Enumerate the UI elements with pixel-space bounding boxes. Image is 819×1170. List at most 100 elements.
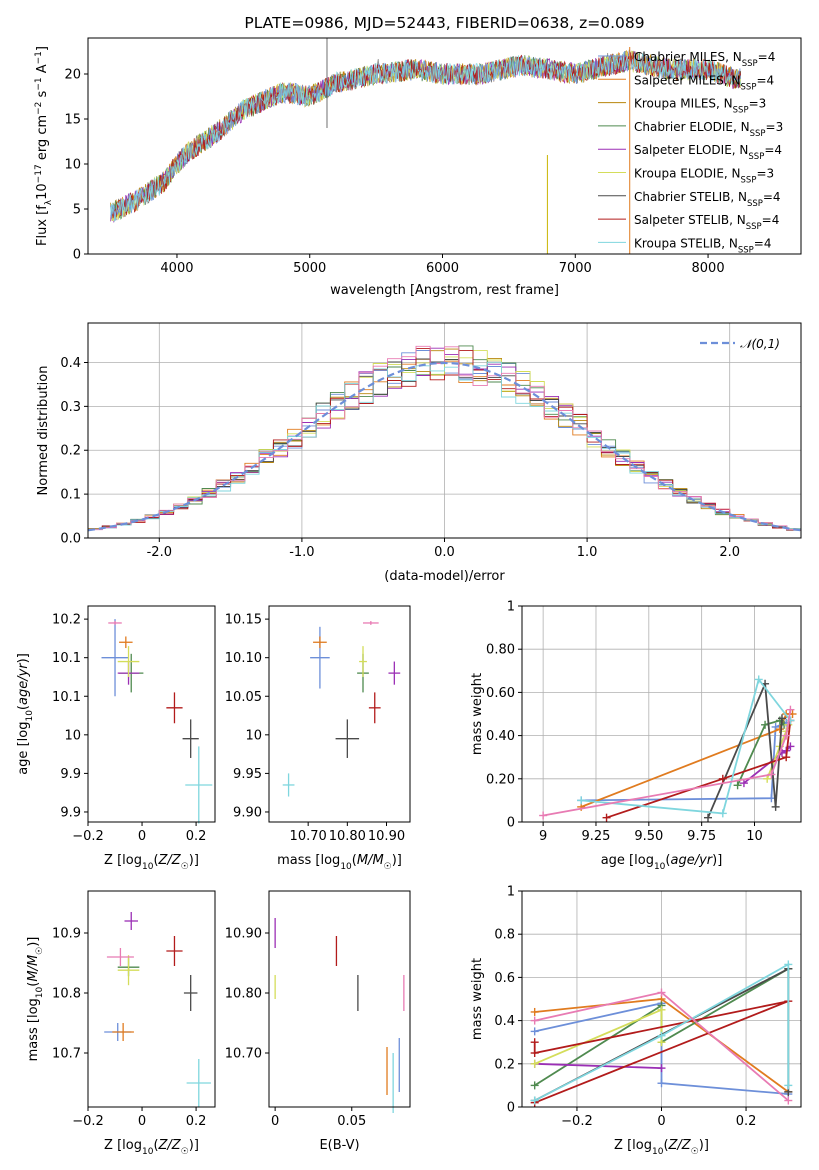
x-tick-label: 0.2 [186,1114,207,1129]
mass-weight-point [602,813,611,822]
x-axis-label: mass [log10(M/M☉)] [277,853,402,872]
x-tick-label: 10 [746,829,763,844]
y-tick-label: 10.70 [225,1047,262,1062]
mass-weight-point [530,1007,539,1016]
x-tick-label: 0 [657,1114,665,1129]
mass-weight-point [771,802,780,811]
mass-vs-EBV-panel: 0 0.05 10.70 10.80 10.90 E(B-V) [225,890,411,1153]
mass-weight-point [718,809,727,818]
x-tick-label: 0.0 [434,545,455,560]
mass-weight-point [782,753,791,762]
chart-title: PLATE=0986, MJD=52443, FIBERID=0638, z=0… [244,14,644,32]
y-tick-label: 0.60 [486,686,515,701]
mass-weight-point [657,1005,666,1014]
x-axis-label: age [log10(age/yr)] [601,853,723,872]
legend-entry: Kroupa MILES, NSSP=3 [634,97,766,116]
error-bar-point [363,621,379,625]
y-tick-label: 0.6 [494,971,515,986]
x-tick-label: −0.2 [72,829,104,844]
axes-frame [87,890,216,1108]
y-tick-label: 9.95 [233,767,262,782]
x-tick-label: 10.70 [290,829,327,844]
histogram-series [88,345,801,531]
mass-weight-point [530,1096,539,1105]
y-tick-label: 10.2 [52,613,81,628]
histogram-group [88,345,801,532]
error-bar-point [182,719,199,758]
error-bar-point [313,636,327,649]
error-bar-point [117,955,140,986]
error-bar-point [368,692,381,724]
y-tick-label: 10.7 [52,1047,81,1062]
y-tick-label: 10.80 [225,987,262,1002]
spectrum-series-line [110,52,742,222]
x-tick-label: 0 [271,1114,279,1129]
y-tick-label: 10.8 [52,987,81,1002]
x-axis-label: wavelength [Angstrom, rest frame] [330,283,559,298]
y-tick-label: 0.3 [60,400,81,415]
legend-entry: Kroupa STELIB, NSSP=4 [634,236,772,255]
y-tick-label: 10 [64,728,81,743]
x-tick-label: 9 [539,829,547,844]
x-tick-label: 1.0 [577,545,598,560]
histogram-series [88,361,801,530]
x-tick-label: 0.05 [337,1114,366,1129]
y-tick-label: 0.1 [60,488,81,503]
x-tick-label: 0.2 [736,1114,757,1129]
y-tick-label: 10 [245,728,262,743]
mass-weight-point [530,1059,539,1068]
mass-weight-vs-age-panel: 9 9.25 9.50 9.75 10 0 0.20 0.40 0.60 0.80 1 age [lo… [470,600,802,872]
y-tick-label: 10.1 [52,651,81,666]
x-tick-label: 4000 [160,261,193,276]
mass-weight-point [782,731,791,740]
legend-entry: Kroupa ELODIE, NSSP=3 [634,167,774,186]
y-tick-label: 10.05 [225,690,262,705]
error-bar-point [166,936,183,966]
error-bar-point [117,646,140,677]
axes-frame [268,605,411,823]
y-tick-label: 0.20 [486,772,515,787]
x-tick-label: 2.0 [719,545,740,560]
legend: Chabrier MILES, NSSP=4 Salpeter MILES, NS… [598,50,783,255]
y-tick-label: 1 [507,885,515,900]
mass-weight-point [775,725,784,734]
axes-frame [521,890,802,1108]
y-tick-label: 5 [73,203,81,218]
error-bar-point [108,621,122,625]
normal-curve [88,361,801,532]
mass-weight-point [530,1038,539,1047]
y-axis-label: mass [log10(M/M☉)] [26,937,45,1062]
mass-weight-point [739,779,748,788]
mass-weight-point [530,1016,539,1025]
x-tick-label: 10.90 [368,829,405,844]
mass-weight-point [767,770,776,779]
mass-weight-point [577,796,586,805]
x-tick-label: 0 [138,1114,146,1129]
mass-weight-point [530,1027,539,1036]
y-tick-label: 0.8 [494,928,515,943]
error-bar-point [186,1059,211,1107]
mass-weight-point [530,1081,539,1090]
legend-entry: Salpeter MILES, NSSP=4 [634,73,774,92]
mass-weight-point [784,1081,793,1090]
legend-entry: Chabrier ELODIE, NSSP=3 [634,120,783,139]
x-tick-label: 8000 [692,261,725,276]
axes-frame [87,605,216,823]
y-tick-label: 0.40 [486,729,515,744]
mass-weight-point [704,813,712,822]
y-tick-label: 9.9 [60,767,81,782]
mass-weight-series-line [581,677,792,815]
age-vs-Z-panel: −0.2 0 0.2 9.9 9.9 10 10.1 10.1 10.2 Z [log10(Z/Z… [16,605,216,872]
axes-frame [521,605,802,823]
x-axis-label: Z [log10(Z/Z☉)] [104,853,199,872]
y-tick-label: 10.10 [225,651,262,666]
y-tick-label: 15 [64,113,81,128]
mass-weight-series-line [606,720,792,819]
residuals-panel: -2.0 -1.0 0.0 1.0 2.0 0.0 0.1 0.2 0.3 0.4 𝒩(0,1) (d… [36,322,802,584]
x-tick-label: 9.25 [582,829,611,844]
y-axis-label: age [log10(age/yr)] [16,653,35,775]
x-axis-label: Z [log10(Z/Z☉)] [614,1138,709,1157]
y-tick-label: 0.0 [60,532,81,547]
y-tick-label: 0 [507,1101,515,1116]
